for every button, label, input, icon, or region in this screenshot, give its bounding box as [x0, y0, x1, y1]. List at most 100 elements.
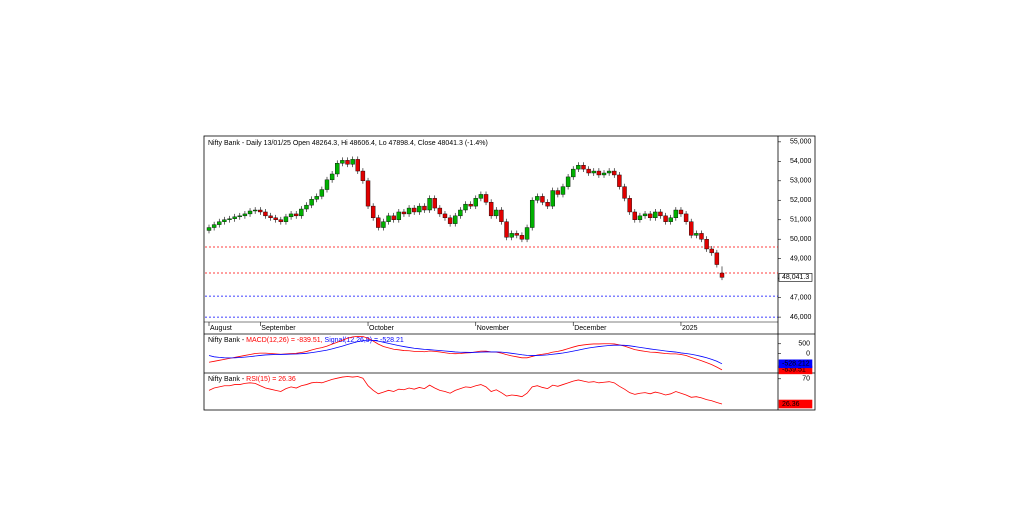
candle-body [576, 165, 581, 170]
candle-body [391, 215, 396, 220]
candle-body [417, 205, 422, 213]
candle-body [242, 213, 248, 217]
candle-body [483, 194, 489, 203]
y-tick-label: 53,000 [790, 178, 812, 185]
candle-body [545, 202, 550, 207]
value-box [778, 399, 813, 409]
candle-body [540, 196, 545, 203]
candle-body [340, 160, 345, 164]
candle-body [683, 213, 689, 222]
candle-body [714, 252, 720, 265]
candle-body [499, 209, 504, 222]
candle-body [252, 209, 258, 212]
panel-title: Nifty Bank - RSI(15) = 26.36 [208, 376, 296, 383]
candle-body [689, 221, 694, 236]
candle-body [381, 221, 386, 228]
candle-body [273, 217, 278, 220]
candle-body [345, 160, 350, 165]
value-box-label: 26.36 [782, 401, 800, 408]
candle-body [309, 199, 314, 206]
candle-body [524, 227, 530, 240]
candle-body [555, 190, 561, 195]
candle-body [453, 215, 458, 224]
candle-body [217, 221, 222, 225]
candle-body [647, 213, 653, 219]
candle-body [376, 217, 381, 228]
candle-body [283, 216, 289, 222]
value-box [778, 273, 813, 282]
series-line [208, 376, 723, 405]
y-tick-label: 70 [802, 376, 810, 383]
candle-body [232, 216, 237, 219]
candle-body [258, 209, 263, 213]
y-tick-label: 55,000 [790, 139, 812, 146]
x-tick-label: September [261, 325, 296, 332]
candle-body [268, 215, 273, 219]
chart-title: Nifty Bank - Daily 13/01/25 Open 48264.3… [208, 140, 488, 147]
candle-body [581, 165, 586, 170]
candle-body [355, 159, 360, 172]
x-tick-label: 2025 [682, 325, 698, 332]
candle-body [406, 207, 412, 215]
candle-body [314, 196, 319, 200]
series-line [208, 339, 723, 365]
x-tick-label: October [369, 325, 395, 332]
candle-body [606, 170, 612, 174]
candle-body [550, 190, 555, 207]
candle-body [401, 211, 407, 215]
candle-body [360, 170, 366, 181]
series-line [208, 335, 723, 371]
x-tick-label: December [574, 325, 607, 332]
value-box-label: -528.212 [782, 361, 810, 368]
candle-body [504, 221, 509, 238]
y-tick-label: 0 [806, 350, 810, 357]
candle-body [565, 176, 571, 187]
candle-body [247, 210, 253, 215]
candle-body [478, 194, 484, 199]
candle-body [294, 213, 299, 217]
candle-body [288, 213, 294, 218]
value-box-label: 48,041.3 [782, 274, 809, 281]
candle-body [386, 215, 391, 222]
candle-body [278, 219, 284, 222]
candle-body [699, 233, 704, 240]
candle-body [299, 208, 304, 217]
panel-title-text: Nifty Bank - [208, 376, 245, 383]
candle-body [535, 196, 540, 201]
candle-body [632, 211, 637, 220]
candle-body [627, 198, 632, 213]
y-tick-label: 54,000 [790, 158, 812, 165]
candle-body [560, 186, 566, 195]
candle-body [324, 179, 330, 190]
candle-body [432, 198, 437, 209]
legend-entry: MACD(12,26) = -839.51, [246, 337, 323, 344]
candle-body [642, 213, 648, 217]
candle-body [458, 209, 463, 217]
x-tick-label: August [210, 325, 232, 332]
candle-body [237, 215, 242, 218]
y-tick-label: 49,000 [790, 256, 812, 263]
candle-body [653, 211, 658, 219]
candle-body [637, 215, 643, 220]
candle-body [612, 170, 617, 176]
y-tick-label: 500 [798, 341, 810, 348]
candle-body [329, 173, 335, 181]
y-tick-label: 46,000 [790, 314, 812, 321]
candle-body [211, 224, 217, 228]
y-tick-label: 50,000 [790, 236, 812, 243]
candle-body [601, 172, 607, 176]
candle-body [442, 213, 448, 219]
value-box-label: -839.51 [782, 367, 806, 374]
candle-body [622, 186, 627, 199]
y-tick-label: 47,000 [790, 294, 812, 301]
candle-body [704, 239, 709, 250]
candle-body [673, 209, 679, 219]
candle-body [473, 198, 478, 207]
y-tick-label: 51,000 [790, 217, 812, 224]
candle-body [596, 170, 602, 176]
candle-body [463, 203, 468, 211]
legend-entry: RSI(15) = 26.36 [246, 376, 296, 383]
panel-title-text: Nifty Bank - [208, 337, 245, 344]
candle-body [437, 207, 443, 215]
